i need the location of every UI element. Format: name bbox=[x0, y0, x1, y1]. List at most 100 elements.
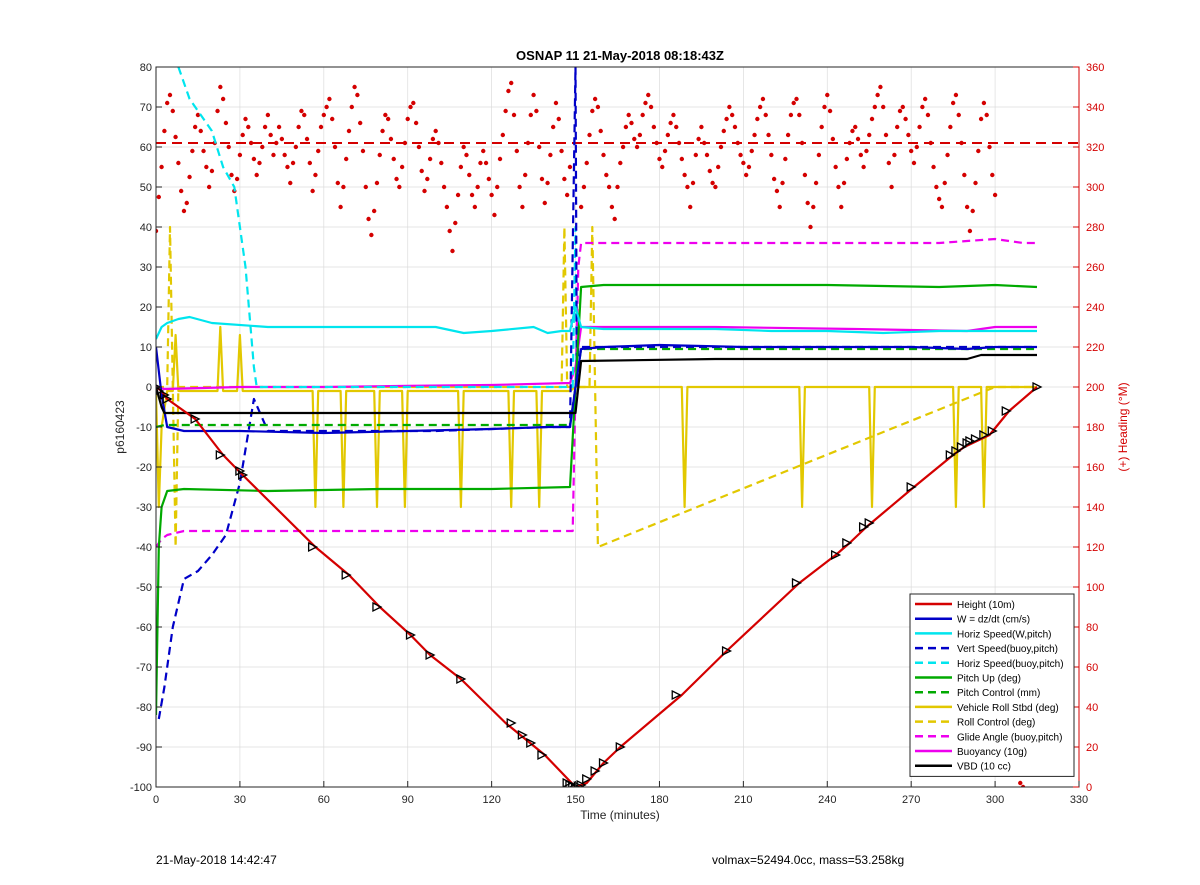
heading-point bbox=[799, 140, 805, 146]
heading-point bbox=[388, 136, 394, 142]
heading-point bbox=[243, 116, 248, 122]
heading-point bbox=[671, 112, 676, 118]
heading-point bbox=[674, 124, 679, 130]
heading-point bbox=[427, 156, 433, 162]
y-right-tick-label: 40 bbox=[1086, 702, 1098, 714]
heading-point bbox=[447, 228, 452, 234]
height-marker bbox=[162, 393, 173, 405]
heading-point bbox=[548, 152, 553, 158]
heading-point bbox=[514, 148, 520, 154]
heading-point bbox=[178, 188, 184, 194]
heading-point bbox=[276, 124, 282, 130]
height-marker bbox=[425, 649, 436, 661]
heading-point bbox=[304, 136, 310, 142]
y-left-tick-label: -40 bbox=[136, 542, 152, 554]
x-tick-label: 120 bbox=[482, 794, 500, 806]
heading-point bbox=[853, 124, 858, 130]
heading-point bbox=[811, 204, 816, 210]
heading-point bbox=[721, 128, 726, 134]
heading-point bbox=[450, 248, 455, 254]
heading-point bbox=[945, 152, 950, 158]
heading-point bbox=[618, 160, 623, 166]
heading-point bbox=[707, 168, 712, 174]
legend-label-8: Roll Control (deg) bbox=[957, 718, 1035, 729]
x-tick-label: 300 bbox=[986, 794, 1004, 806]
x-tick-label: 90 bbox=[402, 794, 414, 806]
y-right-tick-label: 260 bbox=[1086, 262, 1104, 274]
heading-point bbox=[190, 148, 195, 154]
y-right-tick-label: 180 bbox=[1086, 422, 1104, 434]
chart-title: OSNAP 11 21-May-2018 08:18:43Z bbox=[516, 48, 724, 63]
heading-point bbox=[553, 100, 559, 106]
heading-point bbox=[785, 132, 791, 138]
heading-point bbox=[578, 204, 584, 210]
height-marker bbox=[970, 433, 981, 445]
height-marker bbox=[615, 741, 626, 753]
y-left-tick-label: -20 bbox=[136, 462, 152, 474]
heading-point bbox=[894, 124, 900, 130]
heading-point bbox=[581, 184, 587, 190]
height-marker bbox=[965, 435, 976, 447]
heading-point bbox=[486, 176, 492, 182]
series-line-11 bbox=[156, 353, 1037, 415]
heading-point bbox=[285, 164, 290, 170]
heading-point bbox=[206, 184, 212, 190]
heading-point bbox=[413, 120, 419, 126]
heading-point bbox=[643, 100, 648, 106]
heading-point bbox=[869, 116, 875, 122]
heading-point bbox=[727, 104, 732, 110]
height-marker bbox=[372, 601, 383, 613]
height-marker bbox=[582, 773, 593, 785]
heading-point bbox=[355, 92, 360, 98]
heading-point bbox=[657, 156, 662, 162]
heading-point bbox=[970, 208, 975, 214]
heading-point bbox=[718, 144, 724, 150]
heading-point bbox=[867, 132, 872, 138]
y-right-tick-label: 300 bbox=[1086, 182, 1104, 194]
heading-point bbox=[757, 104, 763, 110]
x-tick-label: 240 bbox=[818, 794, 836, 806]
legend-label-4: Horiz Speed(buoy,pitch) bbox=[957, 659, 1064, 670]
heading-point bbox=[209, 168, 215, 174]
y-left-tick-label: 80 bbox=[140, 62, 152, 74]
height-marker bbox=[537, 749, 548, 761]
y-right-tick-label: 360 bbox=[1086, 62, 1104, 74]
heading-point bbox=[324, 104, 329, 110]
heading-point bbox=[990, 172, 995, 178]
heading-point bbox=[310, 188, 315, 194]
heading-point bbox=[981, 100, 987, 106]
heading-point bbox=[173, 134, 178, 140]
heading-point bbox=[439, 160, 444, 166]
heading-point bbox=[220, 96, 226, 102]
legend-label-5: Pitch Up (deg) bbox=[957, 674, 1021, 685]
legend: Height (10m) W = dz/dt (cm/s) Horiz Speed(… bbox=[909, 593, 1075, 777]
heading-point bbox=[187, 174, 192, 180]
heading-point bbox=[629, 120, 634, 126]
heading-point bbox=[478, 160, 483, 166]
y-left-tick-label: -30 bbox=[136, 502, 152, 514]
heading-point bbox=[931, 164, 936, 170]
heading-point bbox=[240, 132, 245, 138]
heading-point bbox=[316, 148, 321, 154]
y-right-tick-label: 120 bbox=[1086, 542, 1104, 554]
heading-point bbox=[405, 116, 410, 122]
heading-point bbox=[590, 108, 595, 114]
heading-point bbox=[763, 112, 768, 118]
heading-point bbox=[978, 116, 984, 122]
heading-point bbox=[313, 172, 318, 178]
heading-point bbox=[531, 92, 536, 98]
heading-point bbox=[892, 152, 897, 158]
heading-point bbox=[850, 128, 855, 134]
y-left-tick-label: 20 bbox=[140, 302, 152, 314]
heading-point bbox=[385, 116, 391, 122]
y-right-tick-label: 60 bbox=[1086, 662, 1098, 674]
heading-point bbox=[268, 132, 273, 138]
heading-point bbox=[732, 124, 738, 130]
y-axis-label-left: p6160423 bbox=[113, 400, 127, 454]
heading-point bbox=[679, 156, 685, 162]
heading-point bbox=[825, 92, 830, 98]
height-marker bbox=[831, 549, 842, 561]
heading-point bbox=[783, 156, 788, 162]
heading-point bbox=[184, 200, 189, 206]
heading-point bbox=[542, 200, 547, 206]
